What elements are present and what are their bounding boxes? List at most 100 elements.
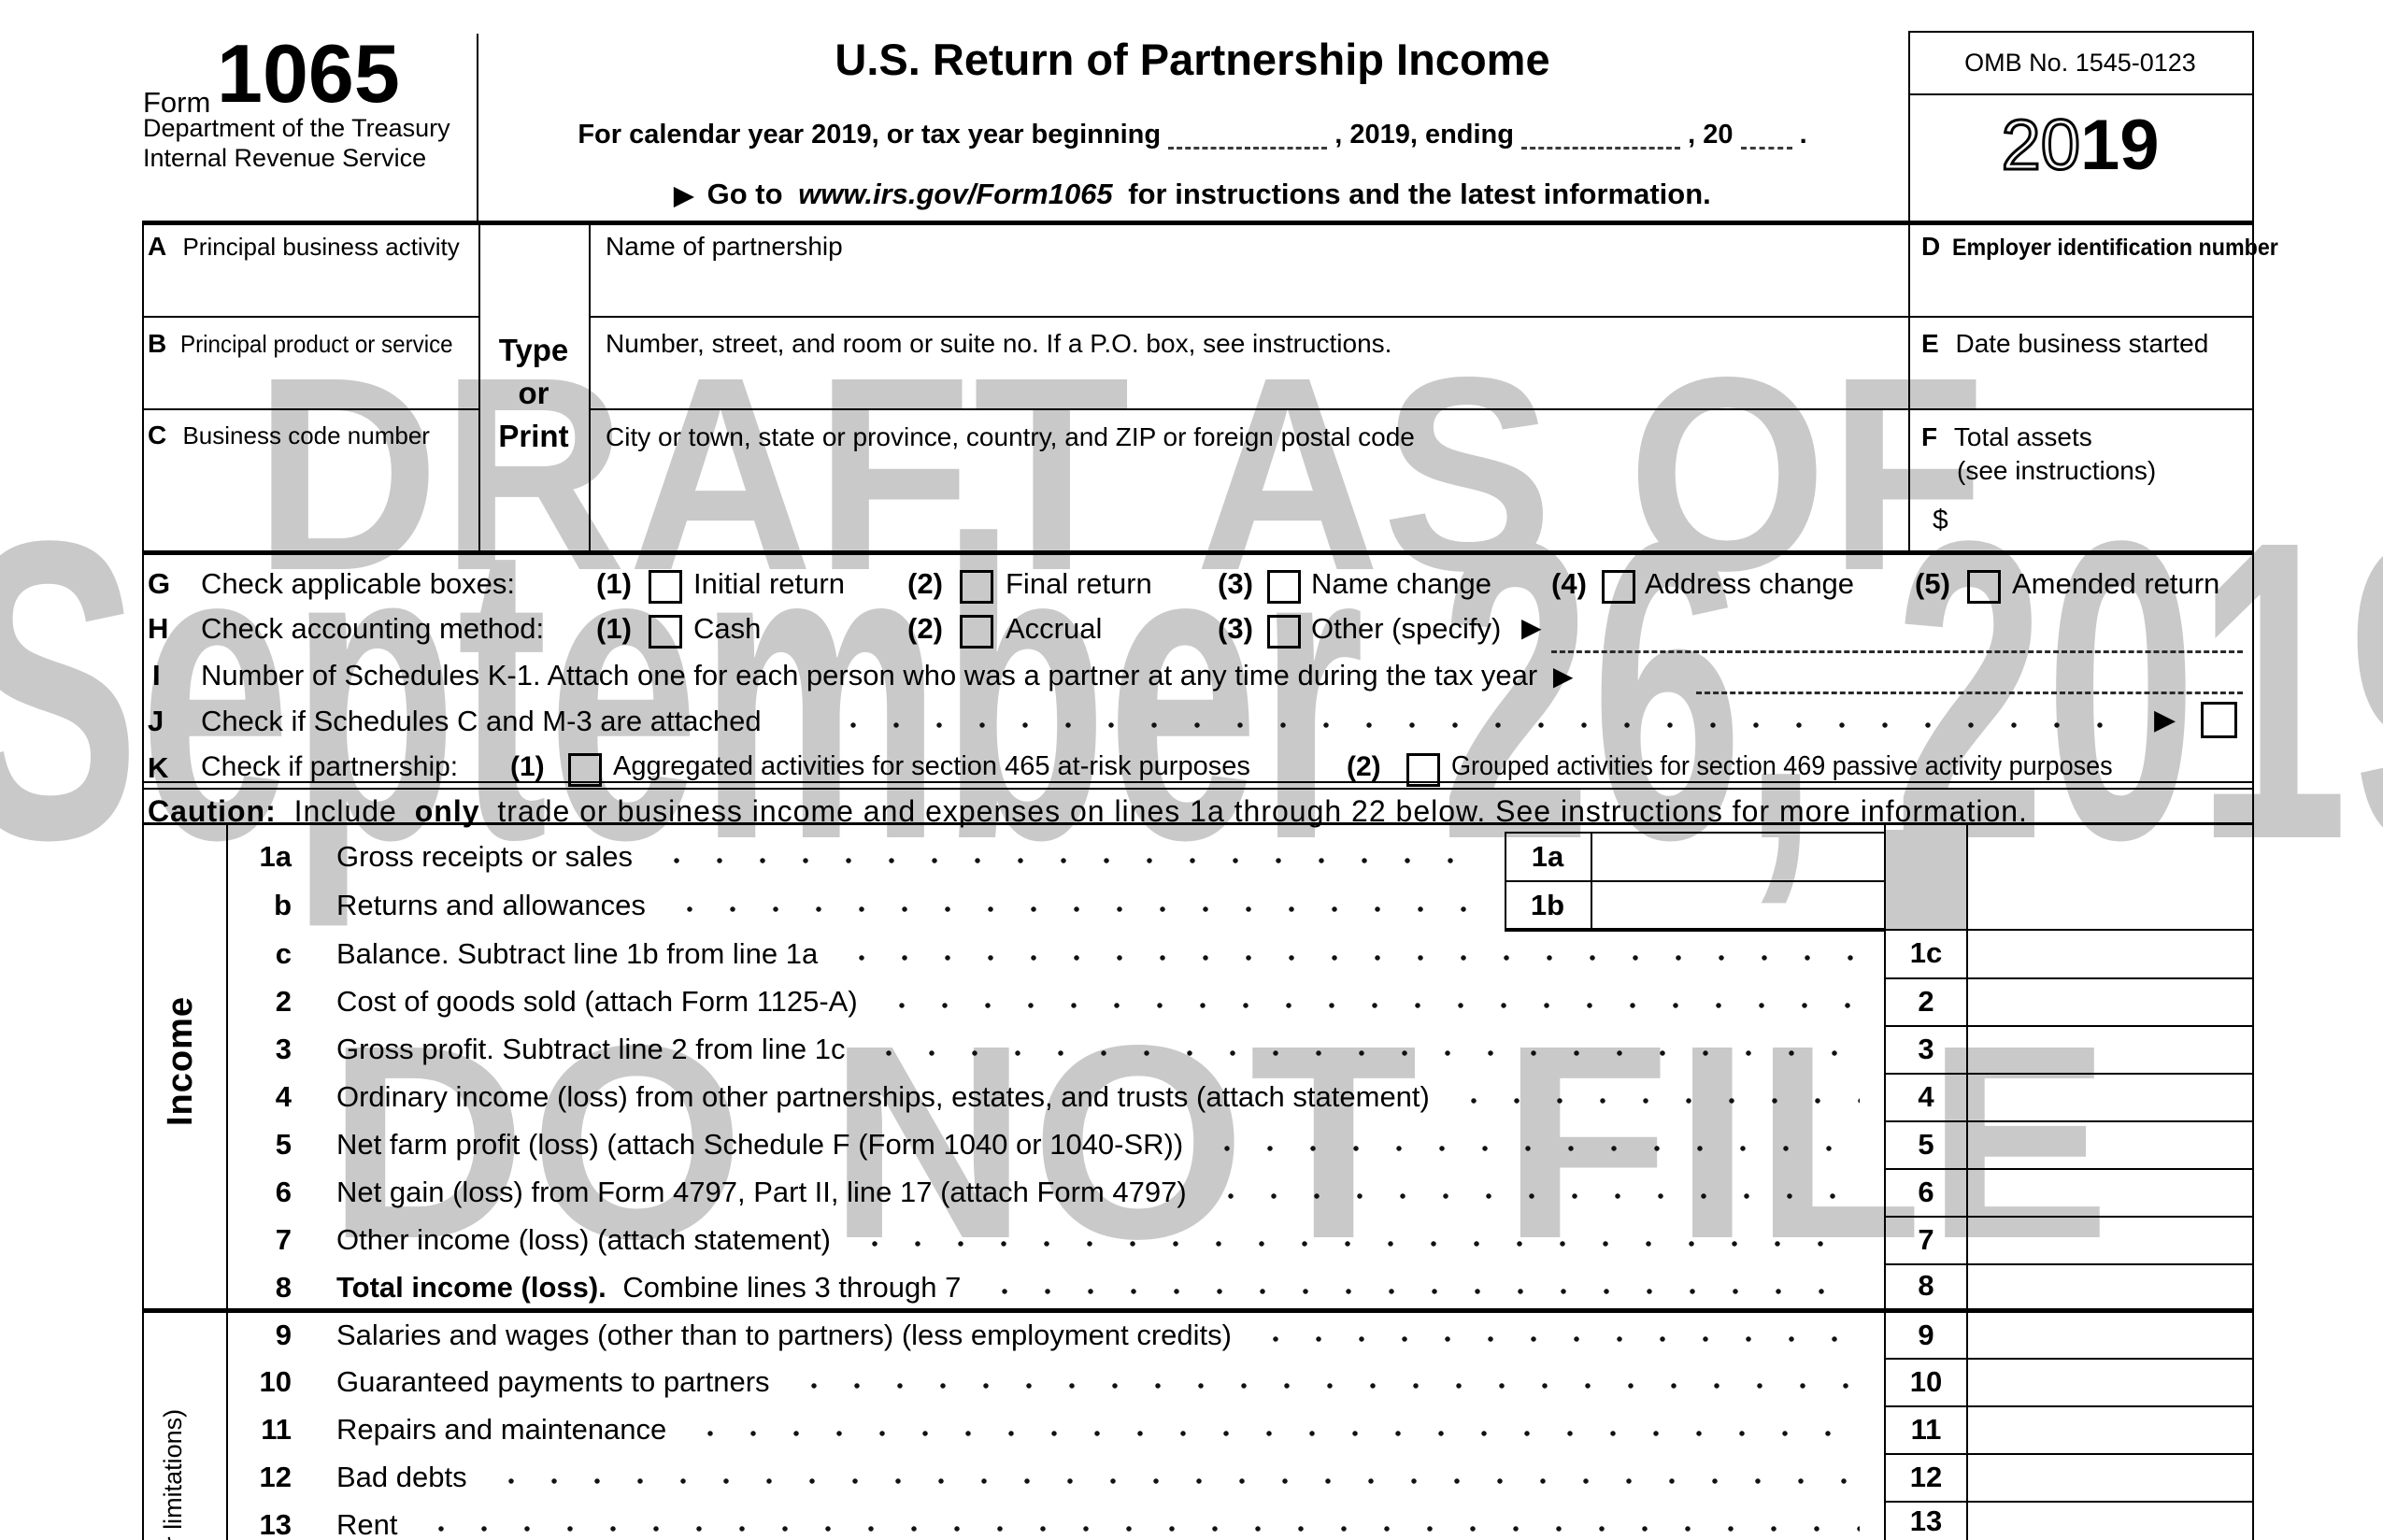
aggregated-465-checkbox[interactable] bbox=[568, 753, 602, 787]
income-line-2: 2 Cost of goods sold (attach Form 1125-A… bbox=[142, 977, 2252, 1025]
grid-line bbox=[142, 822, 2252, 825]
box-b-text: Principal product or service bbox=[180, 330, 454, 358]
grid-line bbox=[1505, 880, 1884, 882]
goto-line: ▶ Go to www.irs.gov/Form1065 for instruc… bbox=[477, 178, 1908, 211]
other-method-specify-blank[interactable] bbox=[1551, 624, 2243, 653]
dot-leader bbox=[479, 1453, 1860, 1501]
g-opt2-num: (2) bbox=[907, 567, 943, 600]
dept-line1: Department of the Treasury bbox=[143, 114, 450, 142]
amount-2[interactable] bbox=[1968, 979, 2250, 1023]
amended-return-checkbox[interactable] bbox=[1967, 570, 2001, 604]
amount-12[interactable] bbox=[1968, 1455, 2250, 1499]
grid-line bbox=[1884, 1120, 2252, 1122]
line-number: 1a bbox=[259, 839, 292, 873]
k-opt1-num: (1) bbox=[510, 751, 545, 782]
line-label: Gross receipts or sales bbox=[336, 839, 633, 873]
k-opt2-text: Grouped activities for section 469 passi… bbox=[1451, 751, 2113, 781]
principal-product-field[interactable] bbox=[144, 359, 477, 406]
line-ref-1c: 1c bbox=[1909, 936, 1943, 969]
amount-1b[interactable] bbox=[1592, 882, 1882, 928]
amount-8[interactable] bbox=[1968, 1265, 2250, 1306]
city-state-zip-field[interactable] bbox=[591, 454, 1906, 549]
ein-field[interactable] bbox=[1910, 262, 2250, 314]
goto-url-link[interactable]: www.irs.gov/Form1065 bbox=[798, 178, 1113, 210]
deduction-line-11: 11 Repairs and maintenance bbox=[142, 1405, 2252, 1453]
amount-9[interactable] bbox=[1968, 1314, 2250, 1356]
caution-line: Caution: Include only trade or business … bbox=[148, 794, 2028, 829]
grid-line bbox=[142, 316, 478, 318]
line-number: 13 bbox=[259, 1507, 292, 1540]
amount-1c[interactable] bbox=[1968, 931, 2250, 976]
grid-line bbox=[1884, 929, 2252, 931]
line-ref-8: 8 bbox=[1918, 1269, 1934, 1302]
tax-year-ending-year-blank[interactable] bbox=[1740, 147, 1792, 150]
line-ref-2: 2 bbox=[1918, 984, 1934, 1018]
grid-line bbox=[1884, 1501, 2252, 1503]
box-f-label: F Total assets bbox=[1921, 422, 2092, 452]
h-opt1-label: Cash bbox=[693, 612, 762, 645]
box-d-label: D Employer identification number bbox=[1921, 232, 2303, 262]
k-opt1-label: Aggregated activities for section 465 at… bbox=[613, 751, 1250, 781]
dot-leader bbox=[679, 1405, 1860, 1453]
print-word: Print bbox=[498, 419, 569, 453]
line-ref-3: 3 bbox=[1918, 1032, 1934, 1065]
line-ref-9: 9 bbox=[1918, 1318, 1934, 1351]
omb-number: OMB No. 1545-0123 bbox=[1964, 49, 2196, 77]
other-method-checkbox[interactable] bbox=[1267, 615, 1301, 649]
grid-line bbox=[142, 781, 2252, 783]
calendar-year-line: For calendar year 2019, or tax year begi… bbox=[477, 120, 1908, 150]
accrual-method-checkbox[interactable] bbox=[960, 615, 993, 649]
line-ref-11: 11 bbox=[1910, 1412, 1942, 1446]
deduction-line-9: 9 Salaries and wages (other than to part… bbox=[142, 1311, 2252, 1359]
form-number: 1065 bbox=[217, 27, 400, 120]
j-arrow-icon: ▶ bbox=[2154, 705, 2176, 735]
partnership-name-field[interactable] bbox=[591, 264, 1906, 314]
name-change-checkbox[interactable] bbox=[1267, 570, 1301, 604]
date-started-field[interactable] bbox=[1910, 361, 2250, 406]
amount-4[interactable] bbox=[1968, 1075, 2250, 1119]
k1-count-blank[interactable] bbox=[1696, 665, 2243, 694]
final-return-checkbox[interactable] bbox=[960, 570, 993, 604]
grid-line bbox=[478, 225, 480, 554]
type-or-print-label: Type or Print bbox=[478, 329, 589, 458]
grid-line bbox=[1884, 1216, 2252, 1218]
principal-business-activity-field[interactable] bbox=[144, 262, 477, 314]
schedules-c-m3-checkbox[interactable] bbox=[2201, 702, 2237, 738]
amount-13[interactable] bbox=[1968, 1503, 2250, 1540]
dot-leader bbox=[782, 1358, 1860, 1405]
tax-year-ending-blank[interactable] bbox=[1521, 147, 1681, 150]
grid-line bbox=[1884, 1405, 2252, 1407]
i-label-text: Number of Schedules K-1. Attach one for … bbox=[201, 659, 1538, 692]
street-address-field[interactable] bbox=[591, 361, 1906, 406]
grouped-469-checkbox[interactable] bbox=[1406, 753, 1440, 787]
dot-leader bbox=[1442, 1073, 1860, 1120]
g-opt4-num: (4) bbox=[1551, 567, 1587, 600]
line-ref-4: 4 bbox=[1918, 1079, 1934, 1113]
box-c-letter: C bbox=[148, 421, 167, 449]
grid-line bbox=[1884, 1263, 2252, 1265]
dot-leader bbox=[974, 1263, 1860, 1311]
grid-line bbox=[1908, 93, 2252, 95]
type-word: Type bbox=[498, 333, 569, 367]
line-label: Repairs and maintenance bbox=[336, 1412, 667, 1446]
city-label: City or town, state or province, country… bbox=[606, 422, 1415, 451]
tax-year-beginning-blank[interactable] bbox=[1168, 147, 1328, 150]
draft-watermark: DRAFT AS OF bbox=[254, 320, 1988, 628]
line-label: Cost of goods sold (attach Form 1125-A) bbox=[336, 984, 858, 1018]
amount-6[interactable] bbox=[1968, 1170, 2250, 1214]
amount-10[interactable] bbox=[1968, 1360, 2250, 1404]
cash-method-checkbox[interactable] bbox=[649, 615, 682, 649]
address-change-checkbox[interactable] bbox=[1602, 570, 1635, 604]
row-k-letter: K bbox=[148, 751, 169, 784]
initial-return-checkbox[interactable] bbox=[649, 570, 682, 604]
amount-3[interactable] bbox=[1968, 1027, 2250, 1071]
deduction-line-12: 12 Bad debts bbox=[142, 1453, 2252, 1501]
total-assets-field[interactable] bbox=[1957, 493, 2250, 548]
amount-11[interactable] bbox=[1968, 1407, 2250, 1451]
dot-leader bbox=[410, 1501, 1860, 1540]
business-code-field[interactable] bbox=[144, 452, 477, 549]
amount-1a[interactable] bbox=[1592, 834, 1882, 880]
amount-7[interactable] bbox=[1968, 1218, 2250, 1262]
amount-5[interactable] bbox=[1968, 1122, 2250, 1166]
line-ref-12: 12 bbox=[1909, 1460, 1943, 1493]
